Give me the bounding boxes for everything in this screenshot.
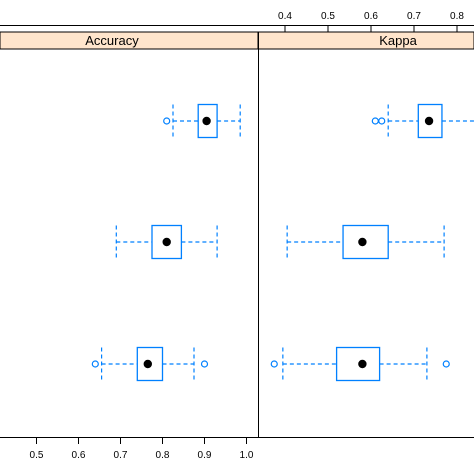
iqr-box-accuracy-1 bbox=[151, 224, 183, 260]
median-dot-accuracy-0 bbox=[202, 116, 211, 126]
tick-label-kappa-2: 0.6 bbox=[364, 11, 378, 22]
panel-frames bbox=[0, 32, 474, 438]
outlier-kappa-2-1 bbox=[442, 360, 450, 368]
tick-label-accuracy-3: 0.8 bbox=[156, 450, 170, 461]
outlier-accuracy-0-0 bbox=[163, 117, 171, 125]
median-dot-kappa-2 bbox=[358, 359, 367, 369]
iqr-box-kappa-2 bbox=[335, 346, 381, 382]
bottom-axis: 0.5 0.6 0.7 0.8 0.9 1.0 bbox=[30, 437, 254, 461]
outlier-kappa-0-1 bbox=[378, 117, 386, 125]
tick-label-accuracy-1: 0.6 bbox=[72, 450, 86, 461]
iqr-box-kappa-0 bbox=[417, 103, 443, 139]
box-accuracy-2 bbox=[91, 346, 209, 382]
iqr-box-accuracy-2 bbox=[136, 346, 164, 382]
outlier-accuracy-2-0 bbox=[91, 360, 99, 368]
median-dot-kappa-0 bbox=[424, 116, 434, 126]
strip-label-accuracy: Accuracy bbox=[85, 33, 139, 48]
bottom-axis-ticks: 0.5 0.6 0.7 0.8 0.9 1.0 bbox=[30, 437, 254, 461]
strip-header: Accuracy Kappa bbox=[0, 31, 474, 50]
outlier-accuracy-2-1 bbox=[200, 360, 209, 368]
tick-label-accuracy-2: 0.7 bbox=[114, 450, 128, 461]
box-kappa-2 bbox=[270, 346, 450, 382]
top-axis: 0.4 0.5 0.6 0.7 0.8 bbox=[0, 11, 474, 32]
tick-label-kappa-3: 0.7 bbox=[407, 11, 421, 22]
panel-kappa bbox=[270, 103, 474, 382]
box-accuracy-1 bbox=[115, 224, 218, 260]
top-axis-ticks: 0.4 0.5 0.6 0.7 0.8 bbox=[278, 11, 464, 32]
box-kappa-1 bbox=[286, 224, 445, 260]
median-dot-kappa-1 bbox=[358, 237, 367, 247]
panel-accuracy bbox=[91, 103, 241, 382]
tick-label-accuracy-4: 0.9 bbox=[198, 450, 212, 461]
tick-label-kappa-4: 0.8 bbox=[450, 11, 464, 22]
box-accuracy-0 bbox=[163, 103, 241, 139]
tick-label-accuracy-5: 1.0 bbox=[240, 450, 254, 461]
iqr-box-kappa-1 bbox=[342, 224, 389, 260]
strip-label-kappa: Kappa bbox=[379, 33, 417, 48]
box-kappa-0 bbox=[371, 103, 474, 139]
iqr-box-accuracy-0 bbox=[197, 103, 218, 139]
strip-kappa bbox=[257, 31, 474, 50]
median-dot-accuracy-1 bbox=[162, 237, 171, 247]
outlier-kappa-2-0 bbox=[270, 360, 278, 368]
outlier-kappa-0-0 bbox=[371, 117, 379, 125]
tick-label-accuracy-0: 0.5 bbox=[30, 450, 44, 461]
tick-label-kappa-0: 0.4 bbox=[278, 11, 292, 22]
tick-label-kappa-1: 0.5 bbox=[321, 11, 335, 22]
median-dot-accuracy-2 bbox=[143, 359, 152, 369]
